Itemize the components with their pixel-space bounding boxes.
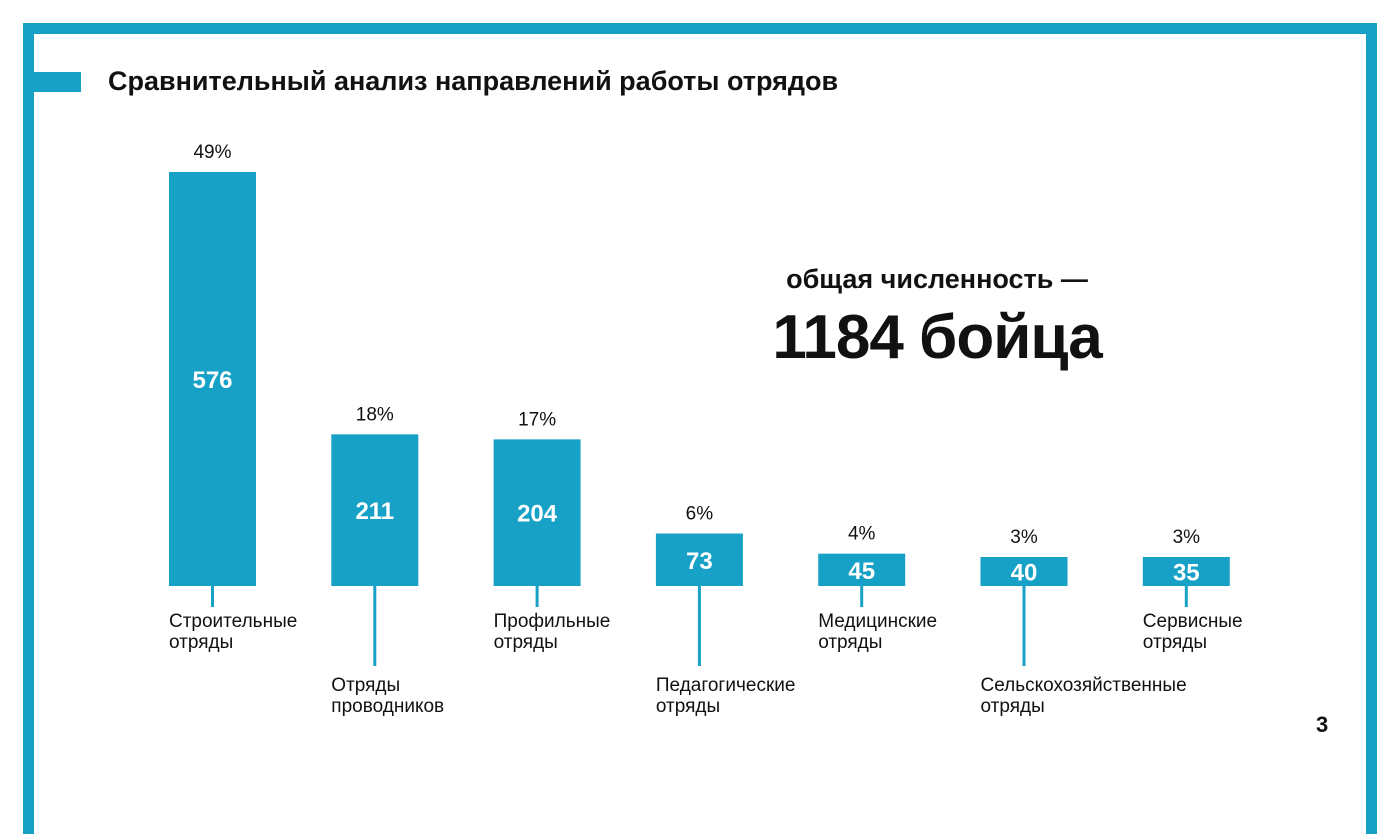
bar bbox=[331, 434, 419, 586]
total-value: 1184 бойца bbox=[772, 303, 1102, 372]
category-label: Сельскохозяйственные bbox=[981, 675, 1187, 696]
bar bbox=[493, 439, 581, 586]
bar-percent-label: 3% bbox=[1173, 527, 1201, 548]
category-label: отряды bbox=[494, 632, 558, 653]
category-label: Строительные bbox=[169, 611, 297, 632]
category-label: Педагогические bbox=[656, 675, 796, 696]
category-label: проводников bbox=[331, 696, 444, 717]
bar-value-label: 73 bbox=[686, 548, 713, 575]
category-label: отряды bbox=[818, 632, 882, 653]
bar-percent-label: 4% bbox=[848, 524, 876, 545]
slide-frame bbox=[23, 23, 1377, 834]
category-label: отряды bbox=[1143, 632, 1207, 653]
bar-value-label: 211 bbox=[355, 498, 394, 525]
bar bbox=[169, 172, 256, 586]
bar bbox=[1142, 557, 1230, 586]
bar-percent-label: 3% bbox=[1010, 527, 1038, 548]
bar-percent-label: 49% bbox=[193, 142, 231, 163]
bar-value-label: 45 bbox=[848, 558, 875, 585]
bar-percent-label: 17% bbox=[518, 409, 556, 430]
category-label: отряды bbox=[981, 696, 1045, 717]
category-label: Профильные bbox=[494, 611, 611, 632]
bar-value-label: 35 bbox=[1173, 560, 1200, 587]
category-label: Отряды bbox=[331, 675, 400, 696]
category-label: отряды bbox=[169, 632, 233, 653]
bar-chart: 57649%Строительныеотряды21118%Отрядыпров… bbox=[169, 142, 1243, 717]
slide-title: Сравнительный анализ направлений работы … bbox=[108, 66, 839, 96]
bar bbox=[980, 557, 1068, 586]
title-accent-bar bbox=[34, 72, 81, 92]
page-number: 3 bbox=[1316, 712, 1329, 737]
bar-percent-label: 18% bbox=[356, 404, 394, 425]
bar-value-label: 40 bbox=[1011, 560, 1038, 587]
total-caption: общая численность — bbox=[786, 264, 1088, 294]
bar-percent-label: 6% bbox=[686, 504, 714, 525]
bar bbox=[655, 533, 743, 586]
category-label: Сервисные bbox=[1143, 611, 1243, 632]
bar-value-label: 576 bbox=[192, 367, 232, 394]
bar bbox=[818, 553, 906, 586]
category-label: отряды bbox=[656, 696, 720, 717]
bar-value-label: 204 bbox=[517, 501, 558, 528]
category-label: Медицинские bbox=[818, 611, 937, 632]
